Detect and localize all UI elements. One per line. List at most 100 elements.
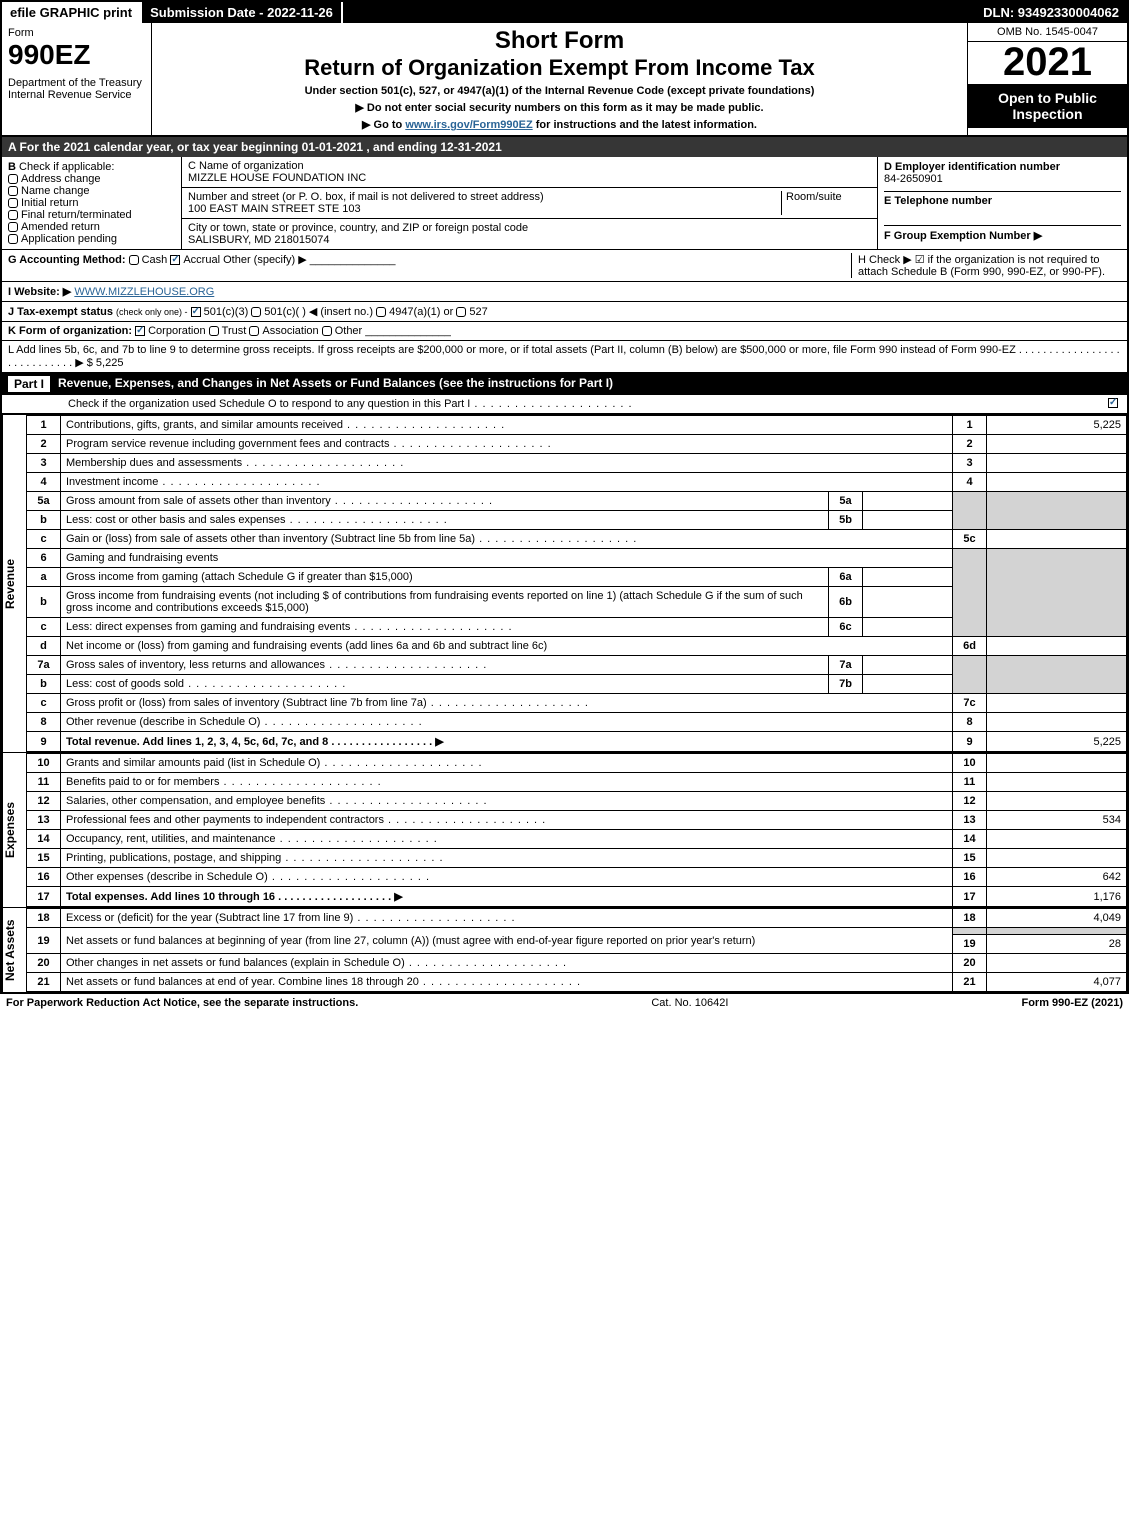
line-2-r: 2	[953, 435, 987, 454]
chk-schedule-o[interactable]	[1108, 398, 1118, 408]
line-12-num: 12	[27, 792, 61, 811]
line-6b-mv	[863, 587, 953, 618]
line-6b-m: 6b	[829, 587, 863, 618]
line-13-val: 534	[987, 811, 1127, 830]
line-14-r: 14	[953, 830, 987, 849]
line-16-desc: Other expenses (describe in Schedule O)	[61, 868, 953, 887]
line-13-num: 13	[27, 811, 61, 830]
line-20-val	[987, 954, 1127, 973]
line-7b-mv	[863, 675, 953, 694]
chk-501c[interactable]	[251, 307, 261, 317]
line-6d-num: d	[27, 637, 61, 656]
line-5a-mv	[863, 492, 953, 511]
shade-19	[953, 928, 987, 935]
line-5b-num: b	[27, 511, 61, 530]
line-15-num: 15	[27, 849, 61, 868]
line-10-num: 10	[27, 754, 61, 773]
line-20-num: 20	[27, 954, 61, 973]
line-1-desc: Contributions, gifts, grants, and simila…	[61, 416, 953, 435]
line-4-r: 4	[953, 473, 987, 492]
return-title: Return of Organization Exempt From Incom…	[158, 55, 961, 81]
line-4-num: 4	[27, 473, 61, 492]
line-7b-m: 7b	[829, 675, 863, 694]
chk-address-change[interactable]	[8, 174, 18, 184]
line-18-num: 18	[27, 909, 61, 928]
col-c: C Name of organization MIZZLE HOUSE FOUN…	[182, 157, 877, 249]
chk-accrual[interactable]	[170, 255, 180, 265]
row-l: L Add lines 5b, 6c, and 7b to line 9 to …	[2, 341, 1127, 373]
col-b: B Check if applicable: Address change Na…	[2, 157, 182, 249]
line-21-num: 21	[27, 973, 61, 992]
chk-amended[interactable]	[8, 222, 18, 232]
line-21-val: 4,077	[987, 973, 1127, 992]
line-7b-desc: Less: cost of goods sold	[61, 675, 829, 694]
line-6d-val	[987, 637, 1127, 656]
k-label: K Form of organization:	[8, 325, 132, 337]
line-6d-desc: Net income or (loss) from gaming and fun…	[61, 637, 953, 656]
chk-assoc[interactable]	[249, 326, 259, 336]
k-assoc: Association	[262, 325, 318, 337]
line-21-desc: Net assets or fund balances at end of ye…	[61, 973, 953, 992]
opt-final: Final return/terminated	[21, 209, 132, 221]
chk-corp[interactable]	[135, 326, 145, 336]
section-b: B Check if applicable: Address change Na…	[2, 157, 1127, 250]
tax-year: 2021	[968, 42, 1127, 82]
line-8-num: 8	[27, 713, 61, 732]
efile-print[interactable]: efile GRAPHIC print	[2, 2, 142, 23]
line-18-desc: Excess or (deficit) for the year (Subtra…	[61, 909, 953, 928]
line-6b-num: b	[27, 587, 61, 618]
line-3-num: 3	[27, 454, 61, 473]
line-13-r: 13	[953, 811, 987, 830]
row-g-h: G Accounting Method: Cash Accrual Other …	[2, 250, 1127, 282]
expenses-section: Expenses 10Grants and similar amounts pa…	[2, 752, 1127, 907]
row-c-name: C Name of organization MIZZLE HOUSE FOUN…	[182, 157, 877, 188]
chk-trust[interactable]	[209, 326, 219, 336]
irs-link[interactable]: www.irs.gov/Form990EZ	[405, 119, 532, 131]
line-5a-num: 5a	[27, 492, 61, 511]
line-21-r: 21	[953, 973, 987, 992]
chk-527[interactable]	[456, 307, 466, 317]
addr-val: 100 EAST MAIN STREET STE 103	[188, 203, 361, 215]
ein-val: 84-2650901	[884, 173, 943, 185]
chk-4947[interactable]	[376, 307, 386, 317]
chk-pending[interactable]	[8, 234, 18, 244]
footer-left: For Paperwork Reduction Act Notice, see …	[6, 997, 358, 1009]
shade-7	[953, 656, 987, 694]
chk-name-change[interactable]	[8, 186, 18, 196]
line-20-desc: Other changes in net assets or fund bala…	[61, 954, 953, 973]
chk-501c3[interactable]	[191, 307, 201, 317]
line-1-val: 5,225	[987, 416, 1127, 435]
subtitle-3: ▶ Go to www.irs.gov/Form990EZ for instru…	[158, 118, 961, 131]
chk-final[interactable]	[8, 210, 18, 220]
line-16-num: 16	[27, 868, 61, 887]
line-7c-desc: Gross profit or (loss) from sales of inv…	[61, 694, 953, 713]
shade-6	[953, 549, 987, 637]
opt-initial: Initial return	[21, 197, 78, 209]
form-header: Form 990EZ Department of the Treasury In…	[2, 23, 1127, 137]
j-501c: 501(c)( ) ◀ (insert no.)	[264, 306, 373, 318]
opt-address: Address change	[21, 173, 101, 185]
line-16-r: 16	[953, 868, 987, 887]
label-expenses: Expenses	[2, 753, 26, 907]
website-link[interactable]: WWW.MIZZLEHOUSE.ORG	[74, 286, 214, 298]
line-4-desc: Investment income	[61, 473, 953, 492]
footer-right-form: 990-EZ	[1052, 997, 1088, 1009]
submission-date: Submission Date - 2022-11-26	[142, 2, 343, 23]
b-text: Check if applicable:	[19, 161, 114, 173]
chk-initial[interactable]	[8, 198, 18, 208]
k-corp: Corporation	[148, 325, 205, 337]
line-5c-num: c	[27, 530, 61, 549]
c-label: C Name of organization	[188, 160, 304, 172]
chk-other[interactable]	[322, 326, 332, 336]
line-7b-num: b	[27, 675, 61, 694]
part-1-header: Part I Revenue, Expenses, and Changes in…	[2, 373, 1127, 395]
line-7a-desc: Gross sales of inventory, less returns a…	[61, 656, 829, 675]
chk-cash[interactable]	[129, 255, 139, 265]
g-label: G Accounting Method:	[8, 254, 126, 266]
line-19-r: 19	[953, 935, 987, 954]
line-7c-r: 7c	[953, 694, 987, 713]
line-9-desc-b: Total revenue. Add lines 1, 2, 3, 4, 5c,…	[66, 736, 444, 748]
footer-right-pre: Form	[1021, 997, 1052, 1009]
line-6c-m: 6c	[829, 618, 863, 637]
j-label: J Tax-exempt status	[8, 306, 113, 318]
